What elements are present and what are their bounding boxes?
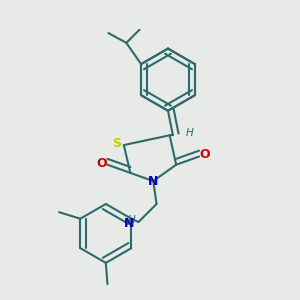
Text: O: O [200,148,210,161]
Text: S: S [112,137,121,150]
Text: O: O [96,157,107,169]
Text: H: H [128,215,135,225]
Text: N: N [124,217,135,230]
Text: H: H [185,128,193,138]
Text: N: N [148,175,158,188]
